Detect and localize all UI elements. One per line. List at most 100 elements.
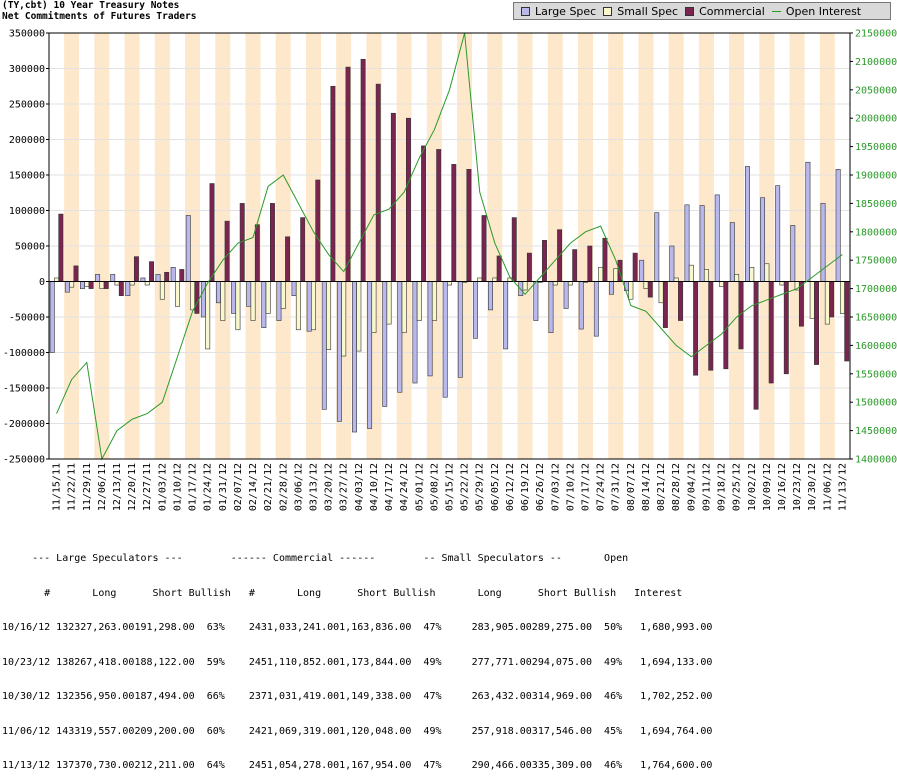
legend-label-small-spec: Small Spec <box>617 4 679 18</box>
bar-commercial <box>406 117 411 282</box>
bar-small-spec <box>371 281 377 333</box>
y-left-tick-label: -150000 <box>3 384 45 395</box>
x-tick-label: 01/17/12 <box>188 463 199 511</box>
bar-commercial <box>708 281 714 371</box>
table-row: 10/16/12 132327,263.00191,298.00 63% 243… <box>2 622 713 633</box>
x-tick-label: 05/22/12 <box>460 463 471 511</box>
x-tick-label: 04/03/12 <box>354 463 365 511</box>
y-right-tick-label: 1950000 <box>855 142 897 153</box>
bar-commercial <box>73 265 79 282</box>
bar-small-spec <box>280 281 286 309</box>
bar-small-spec <box>220 281 226 321</box>
bar-commercial <box>753 281 759 410</box>
x-tick-label: 06/19/12 <box>520 463 531 511</box>
y-right-tick-label: 1650000 <box>855 313 897 324</box>
bar-large-spec <box>805 161 811 282</box>
x-tick-label: 05/29/12 <box>475 463 486 511</box>
bar-commercial <box>511 217 517 282</box>
y-right-tick-label: 2150000 <box>855 29 897 40</box>
bar-large-spec <box>261 281 267 328</box>
bar-small-spec <box>190 281 196 311</box>
y-right-tick-label: 1600000 <box>855 341 897 352</box>
bar-small-spec <box>779 281 785 286</box>
bar-commercial <box>345 66 351 282</box>
legend-swatch-large-spec <box>521 6 530 16</box>
y-right-tick-label: 1400000 <box>855 455 897 466</box>
bar-small-spec <box>598 266 604 282</box>
bar-large-spec <box>639 259 645 282</box>
x-tick-label: 02/21/12 <box>263 463 274 511</box>
y-left-tick-label: 100000 <box>9 206 45 217</box>
bar-large-spec <box>321 281 327 410</box>
bar-large-spec <box>729 222 735 282</box>
bar-large-spec <box>80 281 85 289</box>
x-tick-label: 12/20/11 <box>127 463 138 511</box>
x-tick-label: 08/28/12 <box>671 463 682 511</box>
y-left-tick-label: -200000 <box>3 419 45 430</box>
x-tick-label: 02/14/12 <box>248 463 259 511</box>
bar-large-spec <box>64 281 70 293</box>
y-left-tick-label: 300000 <box>9 64 45 75</box>
bar-small-spec <box>719 281 724 287</box>
legend-item-large-spec: Large Spec <box>521 5 596 18</box>
legend-label-large-spec: Large Spec <box>535 4 597 18</box>
x-tick-label: 06/05/12 <box>490 463 501 511</box>
bar-large-spec <box>518 281 524 296</box>
bar-small-spec <box>175 281 180 307</box>
y-right-tick-label: 1500000 <box>855 398 897 409</box>
y-right-tick-label: 1700000 <box>855 284 897 295</box>
x-tick-label: 12/27/11 <box>142 463 153 511</box>
x-tick-label: 01/31/12 <box>218 463 229 511</box>
x-tick-label: 07/31/12 <box>611 463 622 511</box>
bar-commercial <box>224 220 230 282</box>
bar-commercial <box>194 281 200 314</box>
y-left-tick-label: 350000 <box>9 29 45 40</box>
bar-small-spec <box>416 281 422 321</box>
y-left-tick-label: 50000 <box>15 242 45 253</box>
bar-commercial <box>602 237 608 282</box>
y-left-tick-label: 250000 <box>9 100 45 111</box>
bar-large-spec <box>775 185 781 282</box>
bar-large-spec <box>231 281 237 314</box>
line-open-interest <box>56 32 843 461</box>
bar-commercial <box>103 281 109 289</box>
bar-commercial <box>421 145 427 282</box>
bar-commercial <box>315 179 321 282</box>
legend: Large Spec Small Spec Commercial Open In… <box>513 2 891 20</box>
y-left-tick-label: 0 <box>39 277 45 288</box>
bar-commercial <box>496 255 502 282</box>
chart-title: (TY,cbt) 10 Year Treasury Notes <box>2 0 180 11</box>
bar-large-spec <box>790 225 796 282</box>
bar-commercial <box>88 281 94 289</box>
bar-large-spec <box>170 266 176 282</box>
bar-small-spec <box>764 263 770 282</box>
bar-commercial <box>179 269 185 282</box>
bar-large-spec <box>503 281 509 350</box>
bar-commercial <box>149 261 155 282</box>
bar-large-spec <box>669 245 675 282</box>
bar-large-spec <box>835 169 841 282</box>
x-tick-label: 11/13/12 <box>837 463 848 511</box>
bar-commercial <box>844 281 850 362</box>
x-tick-label: 09/11/12 <box>701 463 712 511</box>
bar-small-spec <box>809 281 815 319</box>
bar-commercial <box>768 281 774 384</box>
bar-large-spec <box>125 281 131 296</box>
bar-large-spec <box>336 281 342 422</box>
bar-large-spec <box>367 281 373 429</box>
bar-large-spec <box>155 274 161 282</box>
x-tick-label: 11/15/11 <box>52 463 63 511</box>
x-tick-label: 01/24/12 <box>203 463 214 511</box>
bar-large-spec <box>699 205 705 282</box>
x-tick-label: 09/18/12 <box>717 463 728 511</box>
legend-label-open-interest: Open Interest <box>785 4 862 18</box>
bar-large-spec <box>593 281 599 337</box>
bar-small-spec <box>522 281 528 291</box>
bar-large-spec <box>276 281 282 321</box>
legend-swatch-commercial <box>685 6 695 16</box>
y-right-tick-label: 2050000 <box>855 85 897 96</box>
bar-commercial <box>814 281 819 365</box>
x-tick-label: 01/10/12 <box>172 463 183 511</box>
bar-large-spec <box>472 281 478 339</box>
bar-commercial <box>436 149 442 282</box>
